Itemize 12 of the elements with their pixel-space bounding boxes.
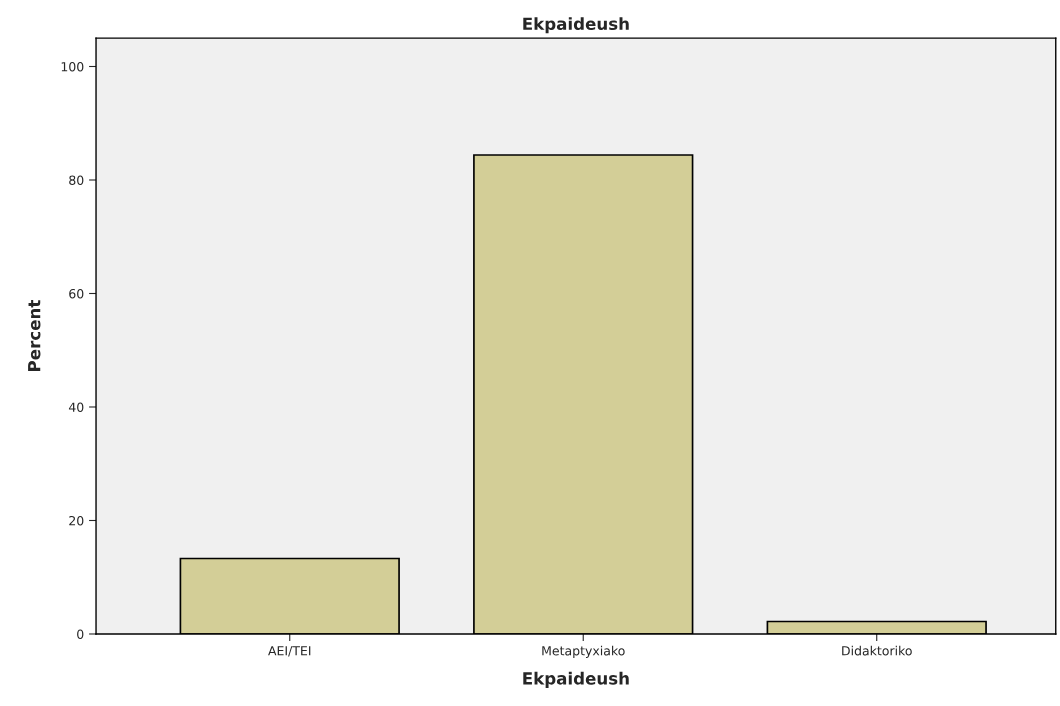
y-tick-label: 0 [77, 629, 84, 639]
y-tick-label: 100 [61, 61, 84, 72]
y-tick-label: 80 [69, 175, 84, 185]
y-tick-label: 40 [68, 402, 84, 412]
chart-title: Ekpaideush [523, 17, 629, 34]
y-tick-label: 60 [69, 288, 84, 299]
y-tick-label: 20 [69, 515, 84, 526]
x-tick-label: Didaktoriko [842, 645, 912, 656]
x-axis-title: Ekpaideush [523, 671, 629, 688]
y-axis-title: Percent [28, 300, 41, 371]
x-tick-label: Metaptyxiako [542, 645, 625, 658]
x-tick-label: AEI/TEI [268, 646, 311, 657]
